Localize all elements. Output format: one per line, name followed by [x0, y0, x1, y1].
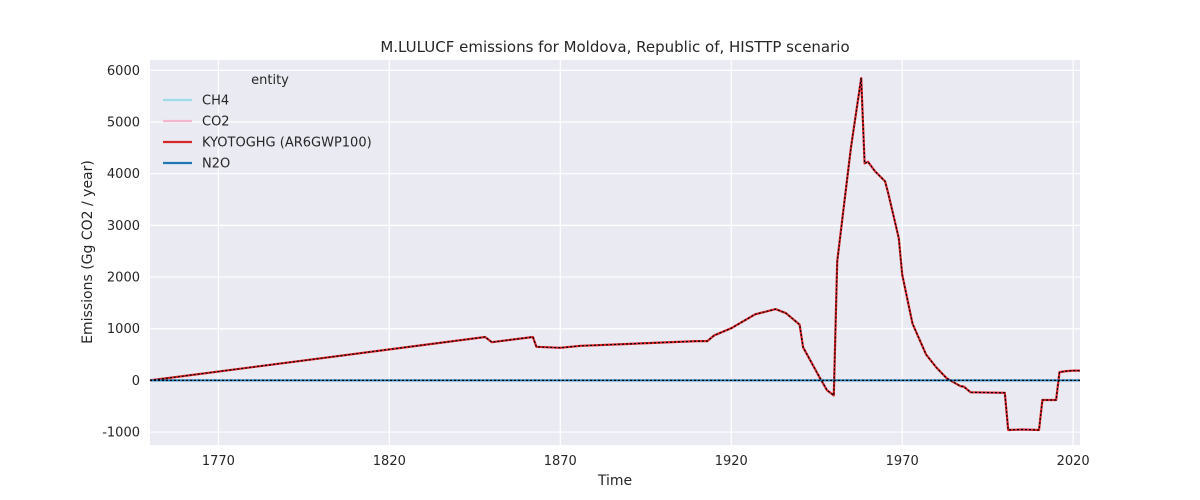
tick-labels: 1770 1820 1870 1920 1970 2020 -1000 0 1000 2000 30… — [102, 64, 1089, 469]
x-tick-label: 1970 — [886, 454, 919, 469]
y-tick-label: 6000 — [107, 64, 140, 79]
y-tick-label: -1000 — [102, 426, 140, 441]
legend-title: entity — [251, 73, 289, 88]
x-tick-label: 2020 — [1057, 454, 1090, 469]
x-axis-label: Time — [597, 473, 632, 489]
series-line-2 — [149, 76, 1080, 432]
x-tick-label: 1770 — [202, 454, 235, 469]
y-tick-label: 5000 — [107, 116, 140, 131]
series-lines — [149, 76, 1080, 432]
y-tick-label: 2000 — [107, 271, 140, 286]
y-tick-label: 0 — [132, 374, 140, 389]
x-tick-label: 1870 — [544, 454, 577, 469]
legend-label: KYOTOGHG (AR6GWP100) — [202, 136, 372, 151]
x-tick-label: 1820 — [373, 454, 406, 469]
y-tick-label: 4000 — [107, 167, 140, 182]
plot-background — [150, 60, 1080, 445]
grid-lines — [150, 60, 1080, 445]
legend-label: CO2 — [202, 115, 230, 130]
y-tick-label: 1000 — [107, 322, 140, 337]
chart-title: M.LULUCF emissions for Moldova, Republic… — [380, 38, 849, 56]
y-tick-label: 3000 — [107, 219, 140, 234]
x-tick-label: 1920 — [715, 454, 748, 469]
legend-label: CH4 — [202, 94, 229, 109]
legend: entity CH4 CO2 KYOTOGHG (AR6GWP100) N2O — [163, 73, 372, 172]
legend-label: N2O — [202, 157, 230, 172]
y-axis-label: Emissions (Gg CO2 / year) — [80, 160, 96, 344]
